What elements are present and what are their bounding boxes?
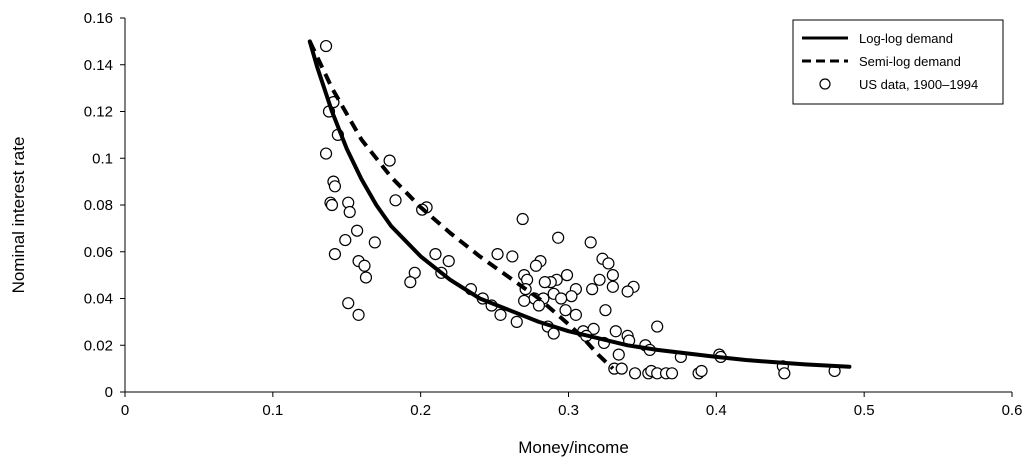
x-tick-label: 0.3 <box>558 402 579 419</box>
data-point <box>622 286 633 297</box>
data-point <box>539 277 550 288</box>
data-point <box>603 258 614 269</box>
data-point <box>390 195 401 206</box>
x-axis-label: Money/income <box>518 438 629 457</box>
y-tick-label: 0 <box>105 384 113 401</box>
data-point <box>556 293 567 304</box>
data-point <box>517 214 528 225</box>
data-point <box>666 368 677 379</box>
data-point <box>696 365 707 376</box>
data-point <box>779 368 790 379</box>
data-point <box>610 326 621 337</box>
data-point <box>594 274 605 285</box>
data-point <box>507 251 518 262</box>
data-point <box>630 368 641 379</box>
data-point <box>570 309 581 320</box>
x-tick-label: 0.4 <box>706 402 727 419</box>
data-point <box>321 148 332 159</box>
legend-swatch-circle <box>820 79 830 89</box>
y-tick-label: 0.1 <box>92 150 113 167</box>
data-point <box>562 270 573 281</box>
y-axis-label: Nominal interest rate <box>9 137 28 294</box>
y-ticks: 0 0.02 0.04 0.06 0.08 0.1 0.12 0.14 0.16 <box>84 10 125 401</box>
x-ticks: 0 0.1 0.2 0.3 0.4 0.5 0.6 <box>121 392 1023 419</box>
y-tick-label: 0.16 <box>84 10 113 27</box>
data-point <box>511 316 522 327</box>
data-point <box>560 305 571 316</box>
data-point <box>329 181 340 192</box>
data-point <box>443 256 454 267</box>
data-point <box>360 272 371 283</box>
y-tick-label: 0.14 <box>84 57 113 74</box>
data-point <box>340 235 351 246</box>
data-point <box>587 284 598 295</box>
data-point <box>613 349 624 360</box>
data-point <box>329 249 340 260</box>
data-point <box>600 305 611 316</box>
data-point <box>321 41 332 52</box>
data-point <box>585 237 596 248</box>
data-point <box>652 321 663 332</box>
data-point <box>607 281 618 292</box>
data-point <box>405 277 416 288</box>
x-tick-label: 0.6 <box>1002 402 1023 419</box>
data-point <box>343 298 354 309</box>
data-point <box>430 249 441 260</box>
y-tick-label: 0.06 <box>84 244 113 261</box>
data-points <box>321 41 841 379</box>
data-point <box>566 291 577 302</box>
data-point <box>384 155 395 166</box>
y-tick-label: 0.04 <box>84 291 113 308</box>
legend-label: Semi-log demand <box>859 54 961 69</box>
data-point <box>519 295 530 306</box>
x-tick-label: 0.1 <box>262 402 283 419</box>
data-point <box>495 309 506 320</box>
data-point <box>553 232 564 243</box>
data-point <box>352 225 363 236</box>
legend-label: US data, 1900–1994 <box>859 77 978 92</box>
data-point <box>530 260 541 271</box>
y-tick-label: 0.12 <box>84 104 113 121</box>
data-point <box>607 270 618 281</box>
x-tick-label: 0.2 <box>410 402 431 419</box>
legend-label: Log-log demand <box>859 31 953 46</box>
x-tick-label: 0.5 <box>854 402 875 419</box>
x-tick-label: 0 <box>121 402 129 419</box>
data-point <box>353 309 364 320</box>
data-point <box>359 260 370 271</box>
y-tick-label: 0.02 <box>84 337 113 354</box>
data-point <box>492 249 503 260</box>
data-point <box>344 207 355 218</box>
data-point <box>369 237 380 248</box>
data-point <box>533 300 544 311</box>
data-point <box>326 200 337 211</box>
legend: Log-log demand Semi-log demand US data, 19… <box>793 20 1003 104</box>
y-tick-label: 0.08 <box>84 197 113 214</box>
data-point <box>616 363 627 374</box>
